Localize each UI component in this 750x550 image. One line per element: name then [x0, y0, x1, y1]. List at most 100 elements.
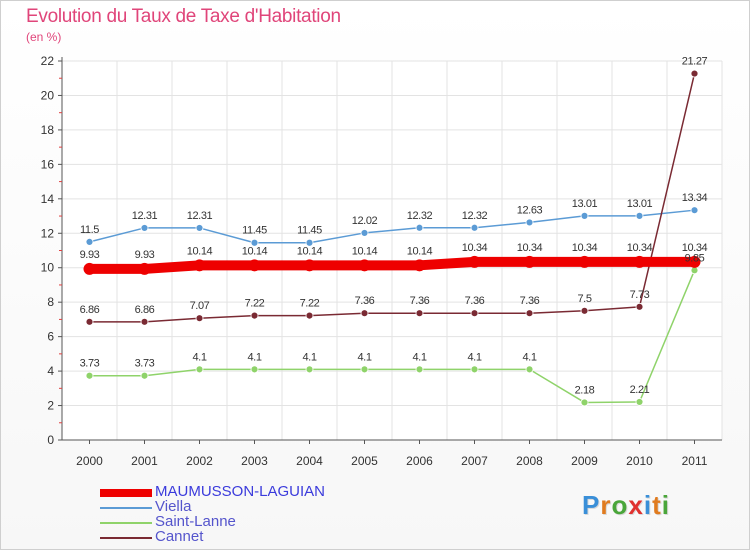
y-tick-label: 10 — [41, 261, 55, 275]
data-label-maumusson-laguian: 9.93 — [80, 249, 100, 261]
data-label-maumusson-laguian: 10.34 — [572, 242, 598, 254]
data-label-saint-lanne: 9.85 — [685, 252, 705, 264]
data-point-saint-lanne — [140, 371, 149, 380]
data-label-viella: 12.31 — [187, 210, 213, 222]
data-point-maumusson-laguian — [83, 262, 96, 275]
data-point-maumusson-laguian — [523, 255, 536, 268]
data-label-saint-lanne: 2.18 — [575, 384, 595, 396]
data-point-maumusson-laguian — [413, 259, 426, 272]
legend-swatch — [100, 537, 152, 539]
data-label-cannet: 7.22 — [245, 298, 265, 310]
data-label-viella: 11.5 — [80, 224, 99, 236]
data-label-cannet: 21.27 — [682, 56, 708, 68]
legend-swatch — [100, 507, 152, 509]
data-label-maumusson-laguian: 10.34 — [627, 242, 653, 254]
data-point-viella — [140, 224, 149, 232]
data-point-cannet — [690, 69, 699, 78]
data-point-maumusson-laguian — [138, 262, 151, 275]
data-label-viella: 13.34 — [682, 192, 708, 204]
data-point-maumusson-laguian — [688, 255, 701, 268]
x-tick-label: 2006 — [406, 454, 433, 468]
data-label-cannet: 6.86 — [135, 304, 155, 316]
series-line-saint-lanne — [88, 269, 696, 404]
data-label-cannet: 7.36 — [465, 295, 485, 307]
data-label-maumusson-laguian: 10.34 — [682, 242, 708, 254]
data-point-viella — [635, 211, 644, 220]
x-tick-label: 2003 — [241, 454, 268, 468]
series-line-viella — [88, 209, 696, 244]
x-tick-label: 2007 — [461, 454, 488, 468]
data-point-cannet — [195, 314, 204, 323]
data-point-viella — [415, 223, 424, 232]
data-point-saint-lanne — [635, 398, 644, 406]
data-label-viella: 11.45 — [297, 225, 322, 237]
legend-label: Cannet — [155, 528, 204, 545]
data-label-saint-lanne: 4.1 — [192, 351, 206, 363]
data-point-viella — [690, 206, 699, 215]
data-label-maumusson-laguian: 10.14 — [187, 245, 213, 257]
data-point-cannet — [415, 309, 424, 318]
series-line-maumusson-laguian — [84, 256, 700, 274]
data-point-cannet — [635, 302, 644, 311]
y-tick-label: 6 — [47, 330, 54, 344]
data-label-cannet: 7.73 — [630, 289, 650, 301]
chart-subtitle: (en %) — [26, 30, 62, 44]
x-tick-label: 2001 — [131, 454, 158, 468]
data-point-saint-lanne — [305, 365, 314, 374]
data-point-saint-lanne — [85, 371, 94, 380]
legend-label: Saint-Lanne — [155, 513, 236, 530]
x-tick-label: 2004 — [296, 454, 323, 468]
data-label-saint-lanne: 4.1 — [247, 351, 261, 363]
legend-swatch — [100, 522, 152, 524]
y-tick-label: 14 — [41, 192, 55, 206]
data-label-saint-lanne: 3.73 — [80, 358, 100, 370]
chart-title: Evolution du Taux de Taxe d'Habitation — [26, 6, 341, 27]
data-label-maumusson-laguian: 9.93 — [135, 249, 155, 261]
x-tick-label: 2008 — [516, 454, 543, 468]
proxiti-logo: Proxiti — [582, 490, 670, 520]
data-label-viella: 13.01 — [572, 198, 598, 210]
data-label-saint-lanne: 4.1 — [357, 351, 371, 363]
data-point-cannet — [470, 309, 479, 318]
data-label-viella: 12.32 — [462, 210, 488, 222]
data-point-viella — [85, 237, 94, 246]
data-label-cannet: 7.22 — [300, 298, 320, 310]
legend-swatch — [100, 489, 152, 497]
data-label-cannet: 7.5 — [577, 293, 591, 305]
data-point-viella — [580, 211, 589, 220]
y-tick-label: 4 — [47, 364, 54, 378]
data-point-saint-lanne — [580, 398, 589, 407]
data-point-viella — [250, 238, 259, 247]
data-label-viella: 12.63 — [517, 204, 543, 216]
data-point-saint-lanne — [195, 365, 204, 374]
data-point-viella — [305, 238, 314, 247]
data-point-saint-lanne — [525, 365, 534, 374]
data-label-saint-lanne: 4.1 — [522, 351, 536, 363]
data-label-viella: 11.45 — [242, 225, 267, 237]
x-tick-label: 2010 — [626, 454, 653, 468]
data-label-maumusson-laguian: 10.14 — [407, 245, 433, 257]
y-tick-label: 0 — [47, 433, 54, 447]
data-label-saint-lanne: 4.1 — [412, 351, 426, 363]
data-point-maumusson-laguian — [248, 259, 261, 272]
data-point-saint-lanne — [250, 365, 259, 374]
x-tick-label: 2005 — [351, 454, 378, 468]
data-label-cannet: 7.36 — [520, 295, 540, 307]
data-label-cannet: 7.36 — [410, 295, 430, 307]
data-label-viella: 13.01 — [627, 198, 653, 210]
data-point-cannet — [580, 306, 589, 315]
series-line-cannet — [88, 72, 696, 323]
y-tick-label: 12 — [41, 226, 55, 240]
data-point-maumusson-laguian — [633, 255, 646, 268]
data-point-viella — [195, 224, 204, 232]
y-tick-label: 8 — [47, 295, 54, 309]
data-label-maumusson-laguian: 10.14 — [352, 245, 378, 257]
data-point-maumusson-laguian — [468, 255, 481, 268]
data-point-maumusson-laguian — [303, 259, 316, 272]
data-label-saint-lanne: 2.21 — [630, 384, 650, 396]
x-tick-label: 2009 — [571, 454, 598, 468]
data-label-maumusson-laguian: 10.34 — [517, 242, 543, 254]
y-tick-label: 2 — [47, 399, 54, 413]
data-label-saint-lanne: 4.1 — [467, 351, 481, 363]
